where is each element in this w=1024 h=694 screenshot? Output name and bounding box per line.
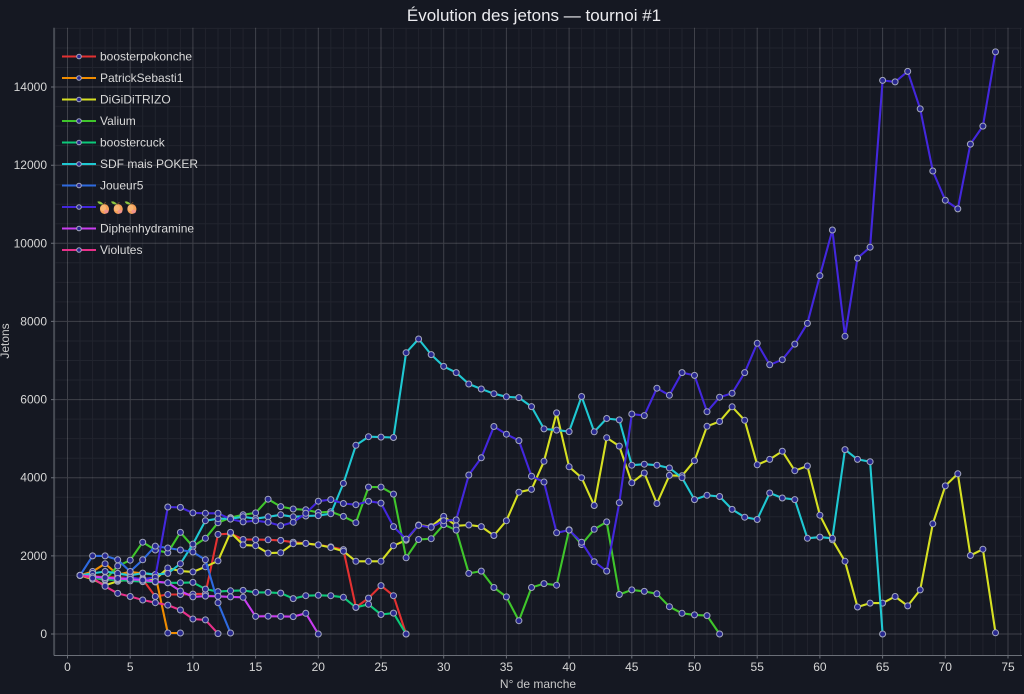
svg-text:12000: 12000 — [14, 158, 48, 172]
svg-text:Jetons: Jetons — [0, 323, 12, 358]
svg-text:Évolution des jetons — tournoi: Évolution des jetons — tournoi #1 — [407, 6, 661, 25]
svg-text:Diphenhydramine: Diphenhydramine — [100, 222, 194, 236]
svg-text:70: 70 — [939, 660, 953, 674]
svg-text:50: 50 — [688, 660, 702, 674]
svg-text:5: 5 — [127, 660, 134, 674]
svg-text:boostercuck: boostercuck — [100, 136, 166, 150]
svg-text:DiGiDiTRIZO: DiGiDiTRIZO — [100, 93, 171, 107]
svg-text:0: 0 — [40, 627, 47, 641]
svg-text:55: 55 — [751, 660, 765, 674]
svg-text:30: 30 — [437, 660, 451, 674]
svg-text:20: 20 — [312, 660, 326, 674]
svg-text:25: 25 — [374, 660, 388, 674]
svg-text:60: 60 — [813, 660, 827, 674]
svg-text:15: 15 — [249, 660, 263, 674]
svg-text:45: 45 — [625, 660, 639, 674]
svg-text:N° de manche: N° de manche — [500, 677, 576, 691]
svg-text:6000: 6000 — [20, 393, 47, 407]
svg-text:SDF mais POKER: SDF mais POKER — [100, 157, 198, 171]
svg-text:Violutes: Violutes — [100, 243, 142, 257]
svg-text:10000: 10000 — [14, 236, 48, 250]
svg-text:PatrickSebasti1: PatrickSebasti1 — [100, 71, 184, 85]
svg-text:0: 0 — [64, 660, 71, 674]
svg-text:8000: 8000 — [20, 314, 47, 328]
svg-text:40: 40 — [562, 660, 576, 674]
svg-text:10: 10 — [186, 660, 200, 674]
svg-text:Valium: Valium — [100, 114, 136, 128]
svg-text:4000: 4000 — [20, 471, 47, 485]
svg-text:14000: 14000 — [14, 80, 48, 94]
svg-text:Joueur5: Joueur5 — [100, 179, 144, 193]
svg-text:boosterpokonche: boosterpokonche — [100, 50, 192, 64]
svg-text:75: 75 — [1001, 660, 1015, 674]
svg-text:35: 35 — [500, 660, 514, 674]
svg-text:65: 65 — [876, 660, 890, 674]
svg-text:2000: 2000 — [20, 549, 47, 563]
